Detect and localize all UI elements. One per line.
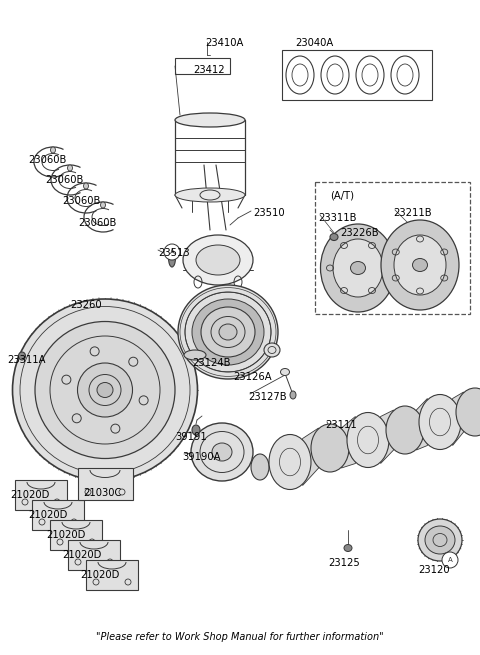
Ellipse shape	[201, 307, 255, 357]
Circle shape	[164, 244, 180, 260]
Text: 23126A: 23126A	[233, 372, 272, 382]
Ellipse shape	[175, 113, 245, 127]
Ellipse shape	[50, 147, 56, 153]
Text: 23311A: 23311A	[7, 355, 46, 365]
Ellipse shape	[212, 443, 232, 461]
Text: 23060B: 23060B	[62, 196, 100, 206]
Ellipse shape	[344, 544, 352, 552]
Text: 23127B: 23127B	[248, 392, 287, 402]
Ellipse shape	[178, 285, 278, 379]
Text: 21020D: 21020D	[10, 490, 49, 500]
Polygon shape	[341, 417, 355, 468]
Text: 23120: 23120	[418, 565, 450, 575]
Ellipse shape	[330, 233, 338, 240]
Ellipse shape	[97, 383, 113, 398]
Text: 23125: 23125	[328, 558, 360, 568]
Ellipse shape	[456, 388, 480, 436]
Text: 23111: 23111	[325, 420, 357, 430]
Text: 23226B: 23226B	[340, 228, 379, 238]
Ellipse shape	[219, 324, 237, 340]
Text: 23412: 23412	[193, 65, 225, 75]
Ellipse shape	[68, 165, 72, 171]
Ellipse shape	[192, 425, 200, 435]
Ellipse shape	[19, 352, 25, 360]
Ellipse shape	[184, 350, 206, 360]
Text: 23410A: 23410A	[205, 38, 243, 48]
Ellipse shape	[77, 363, 132, 417]
Ellipse shape	[175, 188, 245, 202]
Ellipse shape	[100, 202, 106, 208]
Polygon shape	[453, 392, 464, 445]
Text: 23124B: 23124B	[192, 358, 230, 368]
Ellipse shape	[280, 369, 289, 375]
Text: 23060B: 23060B	[28, 155, 66, 165]
Bar	[50, 520, 102, 550]
Ellipse shape	[425, 526, 455, 554]
Ellipse shape	[192, 299, 264, 365]
Ellipse shape	[84, 183, 88, 189]
Text: 39191: 39191	[175, 432, 207, 442]
Ellipse shape	[381, 220, 459, 310]
Ellipse shape	[347, 413, 389, 468]
Ellipse shape	[419, 394, 461, 449]
Text: 21030C: 21030C	[83, 488, 121, 498]
Text: 21020D: 21020D	[62, 550, 101, 560]
Ellipse shape	[394, 235, 446, 295]
Text: 23211B: 23211B	[393, 208, 432, 218]
Text: 23513: 23513	[158, 248, 190, 258]
Bar	[15, 480, 67, 510]
Text: 23060B: 23060B	[45, 175, 84, 185]
Ellipse shape	[183, 235, 253, 285]
Ellipse shape	[386, 406, 424, 454]
Ellipse shape	[35, 322, 175, 458]
Text: (A/T): (A/T)	[330, 190, 354, 200]
Ellipse shape	[196, 245, 240, 275]
Text: A: A	[169, 249, 174, 255]
Text: 21020D: 21020D	[80, 570, 120, 580]
Text: "Please refer to Work Shop Manual for further information": "Please refer to Work Shop Manual for fu…	[96, 632, 384, 642]
Polygon shape	[416, 398, 427, 450]
Text: 23040A: 23040A	[295, 38, 333, 48]
Circle shape	[442, 552, 458, 568]
Bar	[175, 58, 230, 74]
Bar	[68, 540, 120, 570]
Ellipse shape	[168, 249, 176, 267]
Text: 23060B: 23060B	[78, 218, 116, 228]
Text: 23311B: 23311B	[318, 213, 357, 223]
Bar	[32, 500, 84, 530]
Text: 23510: 23510	[253, 208, 285, 218]
Text: A: A	[448, 557, 452, 563]
Ellipse shape	[311, 424, 349, 472]
Bar	[78, 468, 133, 500]
Ellipse shape	[412, 259, 428, 272]
Ellipse shape	[290, 391, 296, 399]
Ellipse shape	[269, 434, 311, 489]
Text: 21020D: 21020D	[28, 510, 67, 520]
Polygon shape	[302, 428, 319, 485]
Bar	[315, 182, 470, 314]
Ellipse shape	[418, 519, 462, 561]
Ellipse shape	[191, 423, 253, 481]
Text: 23260: 23260	[70, 300, 102, 310]
Text: 21020D: 21020D	[46, 530, 85, 540]
Polygon shape	[381, 410, 394, 464]
Bar	[282, 50, 432, 100]
Ellipse shape	[350, 261, 365, 274]
Ellipse shape	[333, 239, 383, 297]
Ellipse shape	[12, 299, 197, 481]
Bar	[86, 560, 138, 590]
Ellipse shape	[251, 454, 269, 480]
Ellipse shape	[321, 224, 396, 312]
Ellipse shape	[264, 343, 280, 357]
Text: 39190A: 39190A	[182, 452, 220, 462]
